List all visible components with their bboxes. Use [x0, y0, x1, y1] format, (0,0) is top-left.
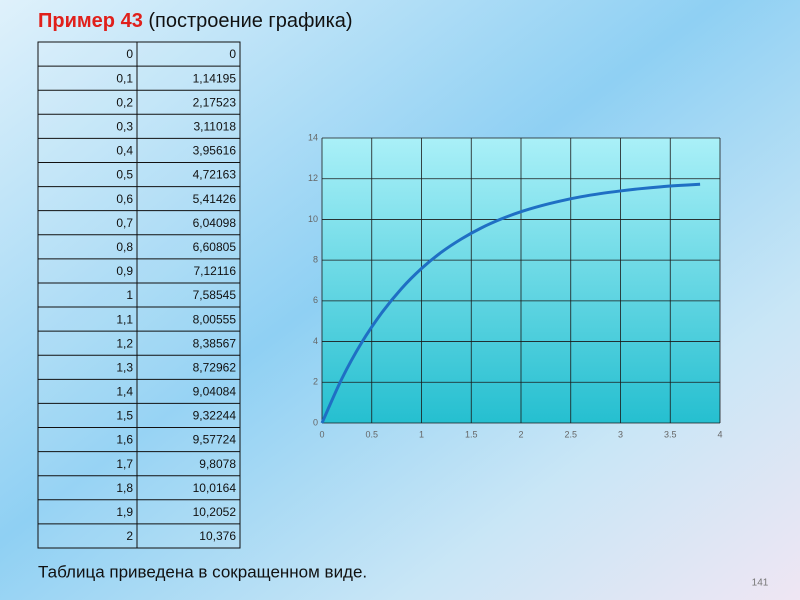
table-cell: 8,38567 [193, 336, 237, 350]
table-bg [37, 41, 241, 549]
x-tick-label: 1 [419, 429, 424, 439]
table-cell: 7,58545 [193, 288, 237, 302]
table-cell: 10,0164 [193, 481, 237, 495]
table-cell: 1,1 [116, 312, 133, 326]
table-cell: 0,4 [116, 144, 133, 158]
y-tick-label: 12 [308, 173, 318, 183]
table-cell: 4,72163 [193, 168, 237, 182]
table-cell: 1,3 [116, 360, 133, 374]
table-cell: 10,2052 [193, 505, 237, 519]
table-cell: 9,8078 [199, 457, 236, 471]
x-tick-label: 2.5 [564, 429, 577, 439]
table-cell: 0,7 [116, 216, 133, 230]
table-cell: 1,9 [116, 505, 133, 519]
x-tick-label: 3.5 [664, 429, 677, 439]
table-cell: 0,1 [116, 71, 133, 85]
table-cell: 9,32244 [193, 409, 237, 423]
y-tick-label: 0 [313, 417, 318, 427]
y-tick-label: 2 [313, 377, 318, 387]
table: 0 0 0,1 1,14195 0,2 2,17523 0,3 3,11018 0,4 3,956… [37, 41, 241, 549]
x-tick-label: 0 [319, 429, 324, 439]
y-tick-label: 6 [313, 295, 318, 305]
title-rest: (построение графика) [148, 10, 352, 32]
table-cell: 1,5 [116, 409, 133, 423]
table-cell: 0,2 [116, 95, 133, 109]
table-cell: 7,12116 [194, 264, 237, 278]
table-cell: 1,2 [116, 336, 133, 350]
chart: 0 2 4 6 8 10 12 14 0 0.5 1 1.5 2 2.5 3 3.5 4 [308, 132, 723, 439]
table-cell: 6,60805 [193, 240, 237, 254]
table-cell: 0 [229, 47, 236, 61]
table-cell: 1,7 [116, 457, 133, 471]
table-cell: 0,8 [116, 240, 133, 254]
table-cell: 0,3 [116, 120, 133, 134]
x-tick-label: 3 [618, 429, 623, 439]
slide-title: Пример 43 (построение графика) [38, 10, 353, 32]
table-cell: 2 [126, 529, 133, 543]
table-cell: 1,14195 [193, 71, 237, 85]
table-cell: 2,17523 [193, 95, 237, 109]
table-cell: 0,5 [116, 168, 133, 182]
table-cell: 1,6 [116, 433, 133, 447]
table-cell: 10,376 [199, 529, 236, 543]
x-tick-label: 4 [717, 429, 722, 439]
y-tick-label: 10 [308, 214, 318, 224]
y-tick-label: 14 [308, 132, 318, 142]
table-cell: 3,11018 [194, 120, 237, 134]
y-tick-label: 4 [313, 336, 318, 346]
table-cell: 0 [126, 47, 133, 61]
table-cell: 3,95616 [193, 144, 237, 158]
x-tick-label: 0.5 [365, 429, 378, 439]
page-number: 141 [752, 578, 769, 589]
x-tick-label: 2 [518, 429, 523, 439]
table-cell: 0,9 [116, 264, 133, 278]
table-cell: 0,6 [116, 192, 133, 206]
table-cell: 1,4 [116, 385, 133, 399]
table-cell: 8,72962 [193, 360, 237, 374]
table-cell: 9,04084 [193, 385, 237, 399]
table-cell: 5,41426 [193, 192, 237, 206]
table-cell: 9,57724 [193, 433, 237, 447]
table-cell: 6,04098 [193, 216, 237, 230]
data-line [320, 182, 701, 424]
footer-note: Таблица приведена в сокращенном виде. [38, 562, 367, 581]
table-cell: 1 [126, 288, 133, 302]
x-tick-label: 1.5 [465, 429, 478, 439]
table-cell: 1,8 [116, 481, 133, 495]
table-cell: 8,00555 [193, 312, 237, 326]
y-tick-label: 8 [313, 255, 318, 265]
title-bold: Пример 43 [38, 10, 143, 32]
